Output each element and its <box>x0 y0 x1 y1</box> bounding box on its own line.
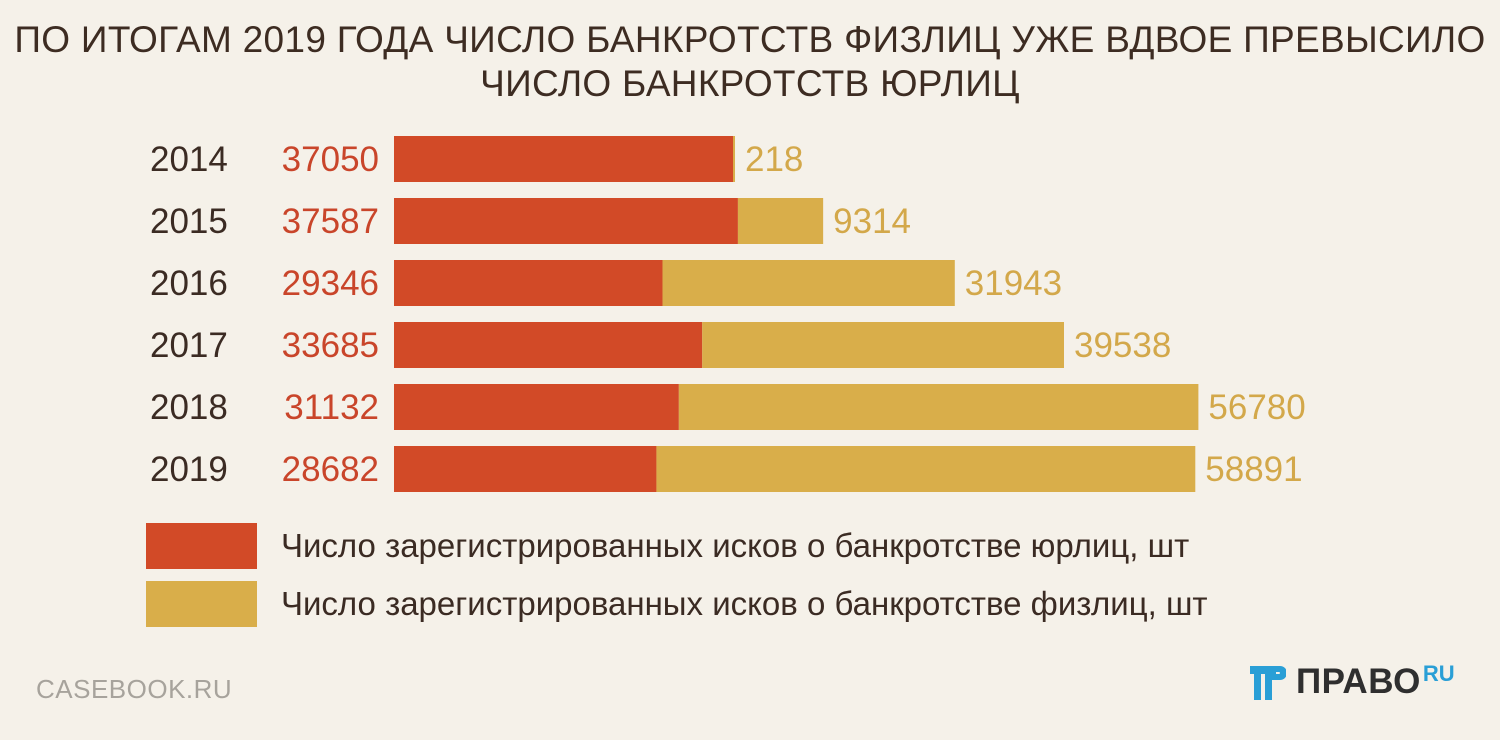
year-label-2016: 2016 <box>150 264 228 303</box>
year-label-2018: 2018 <box>150 388 228 427</box>
chart-title-line-2: ЧИСЛО БАНКРОТСТВ ЮРЛИЦ <box>480 63 1020 104</box>
bar-individual-2014 <box>733 136 736 182</box>
year-label-2014: 2014 <box>150 140 228 179</box>
legend-swatch-individuals <box>146 581 257 627</box>
legend-label-legal-entities: Число зарегистрированных исков о банкрот… <box>281 527 1190 564</box>
value-label-legal-2014: 37050 <box>282 140 379 179</box>
year-label-2017: 2017 <box>150 326 228 365</box>
bar-legal-2015 <box>394 198 738 244</box>
bar-individual-2019 <box>656 446 1196 492</box>
bar-individual-2015 <box>737 198 824 244</box>
value-label-individual-2016: 31943 <box>965 264 1062 303</box>
value-label-individual-2014: 218 <box>745 140 803 179</box>
chart-title: ПО ИТОГАМ 2019 ГОДА ЧИСЛО БАНКРОТСТВ ФИЗ… <box>0 18 1500 106</box>
pravo-logo-mark-icon <box>1250 666 1286 700</box>
pravo-ru-logo: ПРАВО RU <box>1250 660 1455 701</box>
value-label-legal-2019: 28682 <box>282 450 379 489</box>
chart-title-line-1: ПО ИТОГАМ 2019 ГОДА ЧИСЛО БАНКРОТСТВ ФИЗ… <box>14 19 1486 60</box>
value-label-legal-2015: 37587 <box>282 202 379 241</box>
source-label: CASEBOOK.RU <box>36 674 233 704</box>
legend-item-individuals: Число зарегистрированных исков о банкрот… <box>146 580 1208 628</box>
bar-individual-2018 <box>678 384 1199 430</box>
logo-wordmark: ПРАВО <box>1296 662 1421 701</box>
legend-swatch-legal-entities <box>146 523 257 569</box>
bar-legal-2019 <box>394 446 657 492</box>
bar-legal-2016 <box>394 260 663 306</box>
bar-individual-2016 <box>662 260 955 306</box>
legend-item-legal-entities: Число зарегистрированных исков о банкрот… <box>146 522 1189 570</box>
value-label-legal-2017: 33685 <box>282 326 379 365</box>
value-label-individual-2017: 39538 <box>1074 326 1171 365</box>
value-label-individual-2018: 56780 <box>1208 388 1305 427</box>
bar-legal-2017 <box>394 322 703 368</box>
bar-individual-2017 <box>702 322 1064 368</box>
legend-label-individuals: Число зарегистрированных исков о банкрот… <box>281 585 1208 622</box>
value-label-legal-2016: 29346 <box>282 264 379 303</box>
logo-suffix: RU <box>1422 661 1455 686</box>
value-label-individual-2019: 58891 <box>1205 450 1302 489</box>
year-label-2019: 2019 <box>150 450 228 489</box>
year-label-2015: 2015 <box>150 202 228 241</box>
value-label-individual-2015: 9314 <box>833 202 911 241</box>
bar-legal-2018 <box>394 384 679 430</box>
bar-legal-2014 <box>394 136 734 182</box>
value-label-legal-2018: 31132 <box>284 388 379 427</box>
